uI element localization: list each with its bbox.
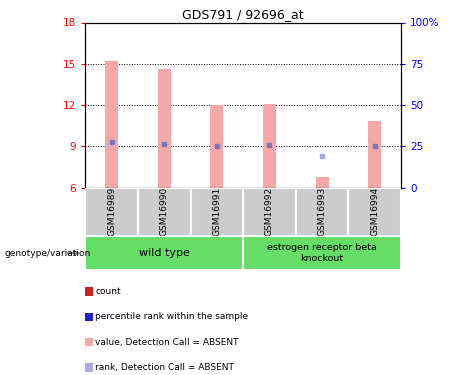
Text: estrogen receptor beta
knockout: estrogen receptor beta knockout [267,243,377,263]
Bar [315,177,329,188]
Bar [243,236,401,270]
Bar [243,188,296,236]
Text: GSM16991: GSM16991 [213,187,221,237]
Text: GSM16992: GSM16992 [265,188,274,237]
Text: GSM16994: GSM16994 [370,188,379,237]
Bar [263,104,276,188]
Bar [85,236,243,270]
Text: wild type: wild type [139,248,189,258]
Text: rank, Detection Call = ABSENT: rank, Detection Call = ABSENT [95,363,234,372]
Text: GSM16989: GSM16989 [107,187,116,237]
Bar [105,61,118,188]
Bar [190,188,243,236]
Text: value, Detection Call = ABSENT: value, Detection Call = ABSENT [95,338,239,346]
Bar [158,69,171,188]
Bar [210,105,224,188]
Text: percentile rank within the sample: percentile rank within the sample [95,312,248,321]
Text: count: count [95,287,121,296]
Bar [368,122,381,188]
Text: genotype/variation: genotype/variation [5,249,91,258]
Bar [296,188,349,236]
Text: GSM16993: GSM16993 [318,187,327,237]
Title: GDS791 / 92696_at: GDS791 / 92696_at [183,8,304,21]
Bar [349,188,401,236]
Text: GSM16990: GSM16990 [160,187,169,237]
Bar [138,188,190,236]
Bar [85,188,138,236]
